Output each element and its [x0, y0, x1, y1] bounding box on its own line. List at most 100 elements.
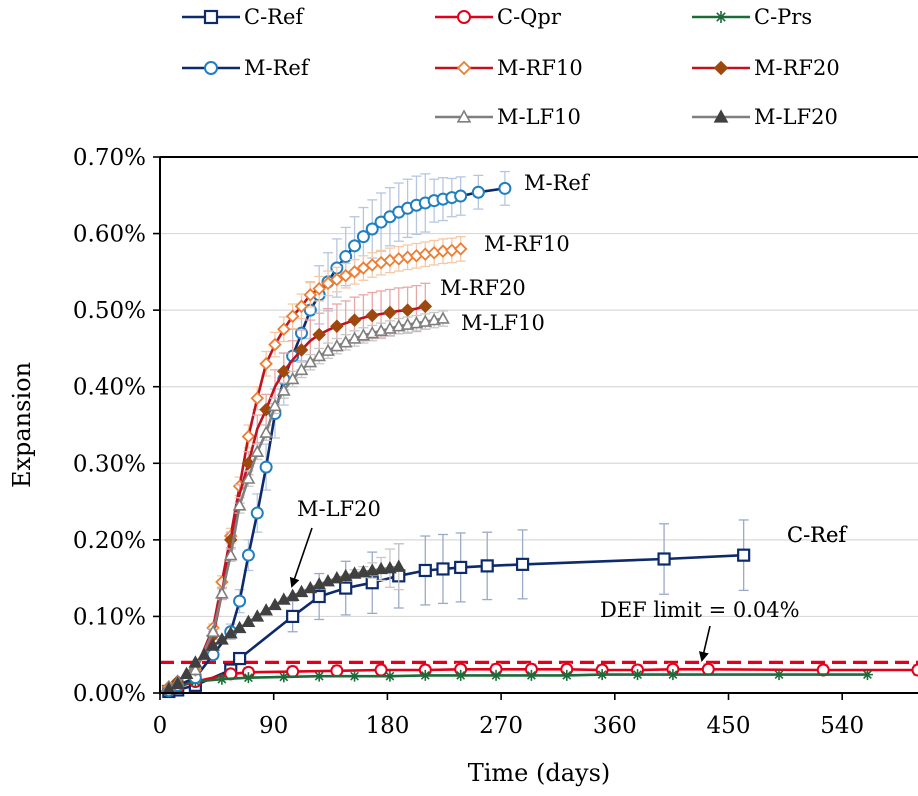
- data-point: [294, 343, 309, 357]
- data-point: [285, 309, 300, 324]
- data-point: [188, 662, 203, 676]
- data-point: [312, 281, 326, 296]
- data-point: [453, 242, 468, 256]
- data-point: [330, 319, 344, 333]
- y-tick-label: 0.40%: [73, 375, 146, 401]
- legend-item-m-lf20: M-LF20: [692, 105, 838, 129]
- data-point: [737, 548, 751, 562]
- legend-marker: [456, 109, 472, 123]
- data-point: [276, 592, 291, 605]
- data-point: [365, 576, 379, 590]
- data-point: [383, 305, 397, 320]
- data-point: [206, 624, 220, 637]
- series-label-m-rf20: M-RF20: [440, 276, 526, 300]
- data-point: [436, 562, 450, 576]
- series-line: [159, 667, 918, 695]
- x-tick-label: 180: [365, 713, 409, 739]
- data-point: [278, 671, 290, 683]
- data-point: [427, 312, 442, 326]
- data-point: [356, 230, 370, 244]
- data-point: [223, 548, 238, 561]
- data-point: [242, 672, 254, 684]
- data-point: [241, 456, 256, 471]
- series-label-m-lf10: M-LF10: [461, 311, 545, 335]
- legend-marker: [456, 60, 472, 76]
- data-point: [773, 669, 785, 681]
- data-point: [400, 317, 415, 330]
- series-label-c-ref: C-Ref: [787, 523, 848, 547]
- data-point: [338, 268, 353, 283]
- legend-marker: [713, 109, 729, 123]
- legend-marker: [203, 9, 219, 25]
- data-point: [436, 311, 450, 324]
- data-point: [250, 444, 265, 457]
- y-tick-label: 0.70%: [73, 145, 146, 171]
- data-point: [347, 265, 362, 279]
- legend: C-Ref C-Qpr C-Prs M-Ref M-RF10 M-RF20 M-LF10 M-…: [182, 5, 840, 129]
- data-point: [525, 669, 537, 681]
- y-tick-label: 0.00%: [73, 681, 146, 707]
- data-point: [197, 647, 212, 660]
- data-point: [339, 250, 353, 264]
- data-point: [657, 552, 671, 566]
- data-point: [861, 669, 873, 681]
- data-point: [365, 563, 380, 576]
- data-point: [321, 276, 335, 291]
- data-point: [330, 272, 344, 287]
- legend-label: M-Ref: [244, 56, 311, 80]
- data-point: [313, 670, 325, 682]
- data-point: [400, 303, 415, 317]
- legend-marker: [713, 60, 729, 76]
- data-point: [259, 425, 273, 438]
- y-tick-label: 0.60%: [73, 222, 146, 248]
- y-tick-label: 0.50%: [73, 298, 146, 324]
- legend-label: M-RF20: [754, 56, 840, 80]
- data-point: [215, 632, 229, 645]
- data-point: [418, 563, 432, 578]
- data-point: [170, 676, 185, 690]
- legend-marker: [715, 11, 727, 23]
- legend-item-c-ref: C-Ref: [182, 5, 305, 29]
- axes: 0.00% 0.10% 0.20% 0.30% 0.40% 0.50% 0.60% 0.70%…: [73, 145, 918, 739]
- data-point: [596, 669, 608, 681]
- data-point: [285, 371, 300, 385]
- data-point: [259, 402, 273, 417]
- data-point: [215, 586, 229, 599]
- y-tick-label: 0.10%: [73, 604, 146, 630]
- y-axis-title: Expansion: [8, 362, 36, 488]
- y-tick-label: 0.20%: [73, 528, 146, 554]
- data-point: [233, 594, 247, 608]
- data-point: [294, 584, 309, 598]
- data-point: [348, 239, 362, 253]
- legend-marker: [204, 61, 218, 75]
- data-point: [701, 662, 715, 676]
- data-point: [303, 355, 318, 368]
- data-point: [480, 559, 494, 573]
- data-point: [667, 669, 679, 681]
- data-point: [294, 299, 309, 314]
- series-line: [159, 673, 868, 695]
- x-tick-label: 90: [259, 713, 288, 739]
- data-point: [515, 557, 530, 571]
- annotations: C-RefM-RefM-RF10M-RF20M-LF10M-LF20C-RefD…: [289, 171, 848, 662]
- data-point: [232, 498, 247, 511]
- series-label-m-lf20: M-LF20: [297, 497, 381, 521]
- data-point: [216, 673, 228, 685]
- data-point: [391, 559, 406, 572]
- series-label-m-ref: M-Ref: [524, 171, 591, 195]
- data-point: [490, 669, 502, 681]
- data-point: [498, 181, 512, 195]
- series-label-m-rf10: M-RF10: [484, 232, 570, 256]
- data-point: [356, 564, 371, 578]
- data-point: [365, 308, 380, 323]
- data-point: [374, 561, 388, 575]
- data-point: [383, 561, 397, 574]
- data-point: [455, 669, 467, 681]
- data-point: [374, 663, 388, 677]
- data-point: [188, 655, 203, 668]
- x-tick-label: 450: [707, 713, 751, 739]
- data-point: [349, 670, 361, 682]
- data-point: [276, 383, 291, 396]
